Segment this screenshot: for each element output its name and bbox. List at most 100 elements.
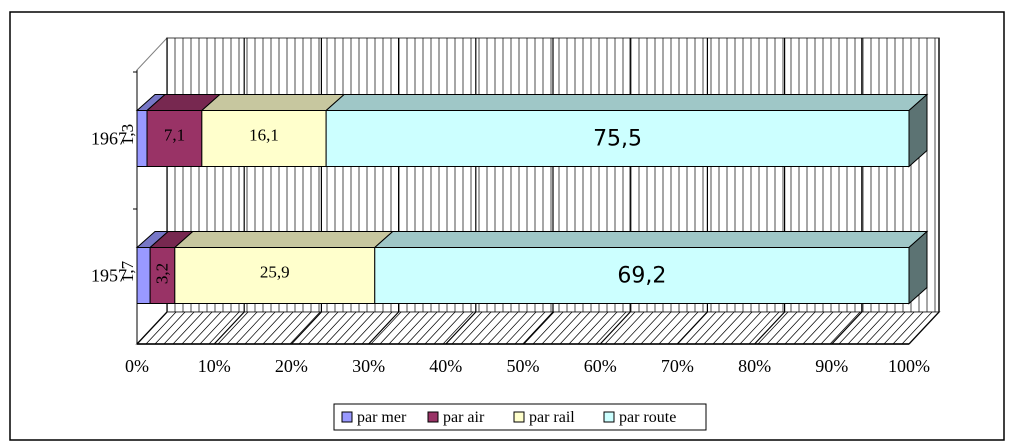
floor-hatch-line xyxy=(253,311,285,345)
floor-hatch-line xyxy=(658,311,690,345)
legend-swatch xyxy=(513,411,525,423)
floor-hatch-line xyxy=(523,311,555,345)
bar-stacks: 1,7 3,2 25,9 69,2 1,3 7,1 16,1 75,5 xyxy=(118,93,929,305)
floor-hatch-line xyxy=(379,311,411,345)
floor-hatch-line xyxy=(145,311,177,345)
bar-top-face xyxy=(373,231,929,248)
legend-label: par rail xyxy=(529,409,575,426)
gridline xyxy=(290,311,322,345)
bar-segment-1957-par-rail: 25,9 xyxy=(173,231,395,304)
floor-hatch-line xyxy=(694,311,726,345)
floor-hatch-line xyxy=(703,311,735,345)
floor-hatch-line xyxy=(361,311,393,345)
floor-hatch-line xyxy=(640,311,672,345)
floor-hatch-line xyxy=(244,311,276,345)
gridline xyxy=(831,311,863,345)
y-axis: 1957 1967 xyxy=(91,70,138,344)
floor-hatch-line xyxy=(433,311,465,345)
floor-hatch-line xyxy=(163,311,195,345)
x-tick-label: 90% xyxy=(815,356,848,376)
data-label: 25,9 xyxy=(260,263,290,282)
floor-hatch-line xyxy=(766,311,798,345)
bar xyxy=(146,110,203,167)
x-axis: 0% 10% 20% 30% 40% 50% 60% 70% 80% 90% 100% xyxy=(125,343,930,376)
floor-hatch-line xyxy=(424,311,456,345)
x-tick-label: 20% xyxy=(275,356,308,376)
bar-segment-1957-par-route: 69,2 xyxy=(373,230,929,305)
bar-end-face xyxy=(908,230,928,305)
floor-hatch-line xyxy=(865,311,897,345)
bar-top-face xyxy=(173,231,395,248)
floor-hatch-line xyxy=(847,311,879,345)
floor-hatch-line xyxy=(415,311,447,345)
floor-hatch-line xyxy=(388,311,420,345)
bar-top-face xyxy=(324,94,929,111)
floor-hatch-line xyxy=(649,311,681,345)
floor-hatch-line xyxy=(829,311,861,345)
floor-hatch-line xyxy=(226,311,258,345)
floor-hatch-line xyxy=(172,311,204,345)
floor-hatch-line xyxy=(298,311,330,345)
floor-hatch-line xyxy=(190,311,222,345)
floor-hatch-line xyxy=(883,311,915,345)
floor-hatch-line xyxy=(577,311,609,345)
floor-hatch-line xyxy=(811,311,843,345)
y-tick-label: 1957 xyxy=(91,266,127,286)
gridline xyxy=(445,311,477,345)
x-tick-label: 30% xyxy=(352,356,385,376)
legend-swatch xyxy=(341,411,353,423)
floor-hatch-line xyxy=(721,311,753,345)
floor-hatch-line xyxy=(892,311,924,345)
floor-hatch-line xyxy=(586,311,618,345)
data-label: 16,1 xyxy=(249,126,279,145)
floor-hatch-line xyxy=(739,311,771,345)
x-tick-label: 50% xyxy=(507,356,540,376)
legend-label: par route xyxy=(619,409,676,426)
floor-hatch-line xyxy=(460,311,492,345)
legend-item-par-mer: par mer xyxy=(341,409,407,426)
floor-hatch-line xyxy=(289,311,321,345)
bar-end-face xyxy=(908,93,928,168)
floor-hatch-line xyxy=(370,311,402,345)
floor-hatch-line xyxy=(793,311,825,345)
floor-hatch-line xyxy=(595,311,627,345)
floor-hatch-line xyxy=(613,311,645,345)
x-tick-label: 60% xyxy=(584,356,617,376)
floor-hatch-line xyxy=(154,311,186,345)
bar-segment-1967-par-route: 75,5 xyxy=(324,93,929,168)
legend-swatch xyxy=(603,411,615,423)
floor-hatch-line xyxy=(181,311,213,345)
legend-item-par-air: par air xyxy=(427,409,485,426)
floor-hatch-line xyxy=(901,311,933,345)
floor-hatch-line xyxy=(262,311,294,345)
bar xyxy=(325,110,910,167)
floor-hatch-line xyxy=(622,311,654,345)
floor-hatch-line xyxy=(712,311,744,345)
floor-hatch-line xyxy=(730,311,762,345)
floor-hatch-line xyxy=(631,311,663,345)
legend-item-par-rail: par rail xyxy=(513,409,575,426)
floor-hatch-line xyxy=(820,311,852,345)
floor-hatch-line xyxy=(307,311,339,345)
legend-item-par-route: par route xyxy=(603,409,676,426)
floor-hatch-line xyxy=(478,311,510,345)
legend-label: par mer xyxy=(357,409,407,426)
gridline xyxy=(676,311,708,345)
floor-hatch-line xyxy=(316,311,348,345)
floor-hatch xyxy=(136,311,933,345)
floor-hatch-line xyxy=(667,311,699,345)
floor-hatch-line xyxy=(856,311,888,345)
bar-segment-1967-par-rail: 16,1 xyxy=(200,94,346,167)
legend-swatch xyxy=(427,411,439,423)
bar xyxy=(201,110,327,167)
floor-hatch-line xyxy=(604,311,636,345)
data-label: 69,2 xyxy=(617,264,666,289)
floor-hatch-line xyxy=(271,311,303,345)
bar xyxy=(174,247,376,304)
bar-top-face xyxy=(200,94,346,111)
floor-hatch-line xyxy=(208,311,240,345)
gridline xyxy=(599,311,631,345)
gridline xyxy=(522,311,554,345)
floor-hatch-line xyxy=(775,311,807,345)
